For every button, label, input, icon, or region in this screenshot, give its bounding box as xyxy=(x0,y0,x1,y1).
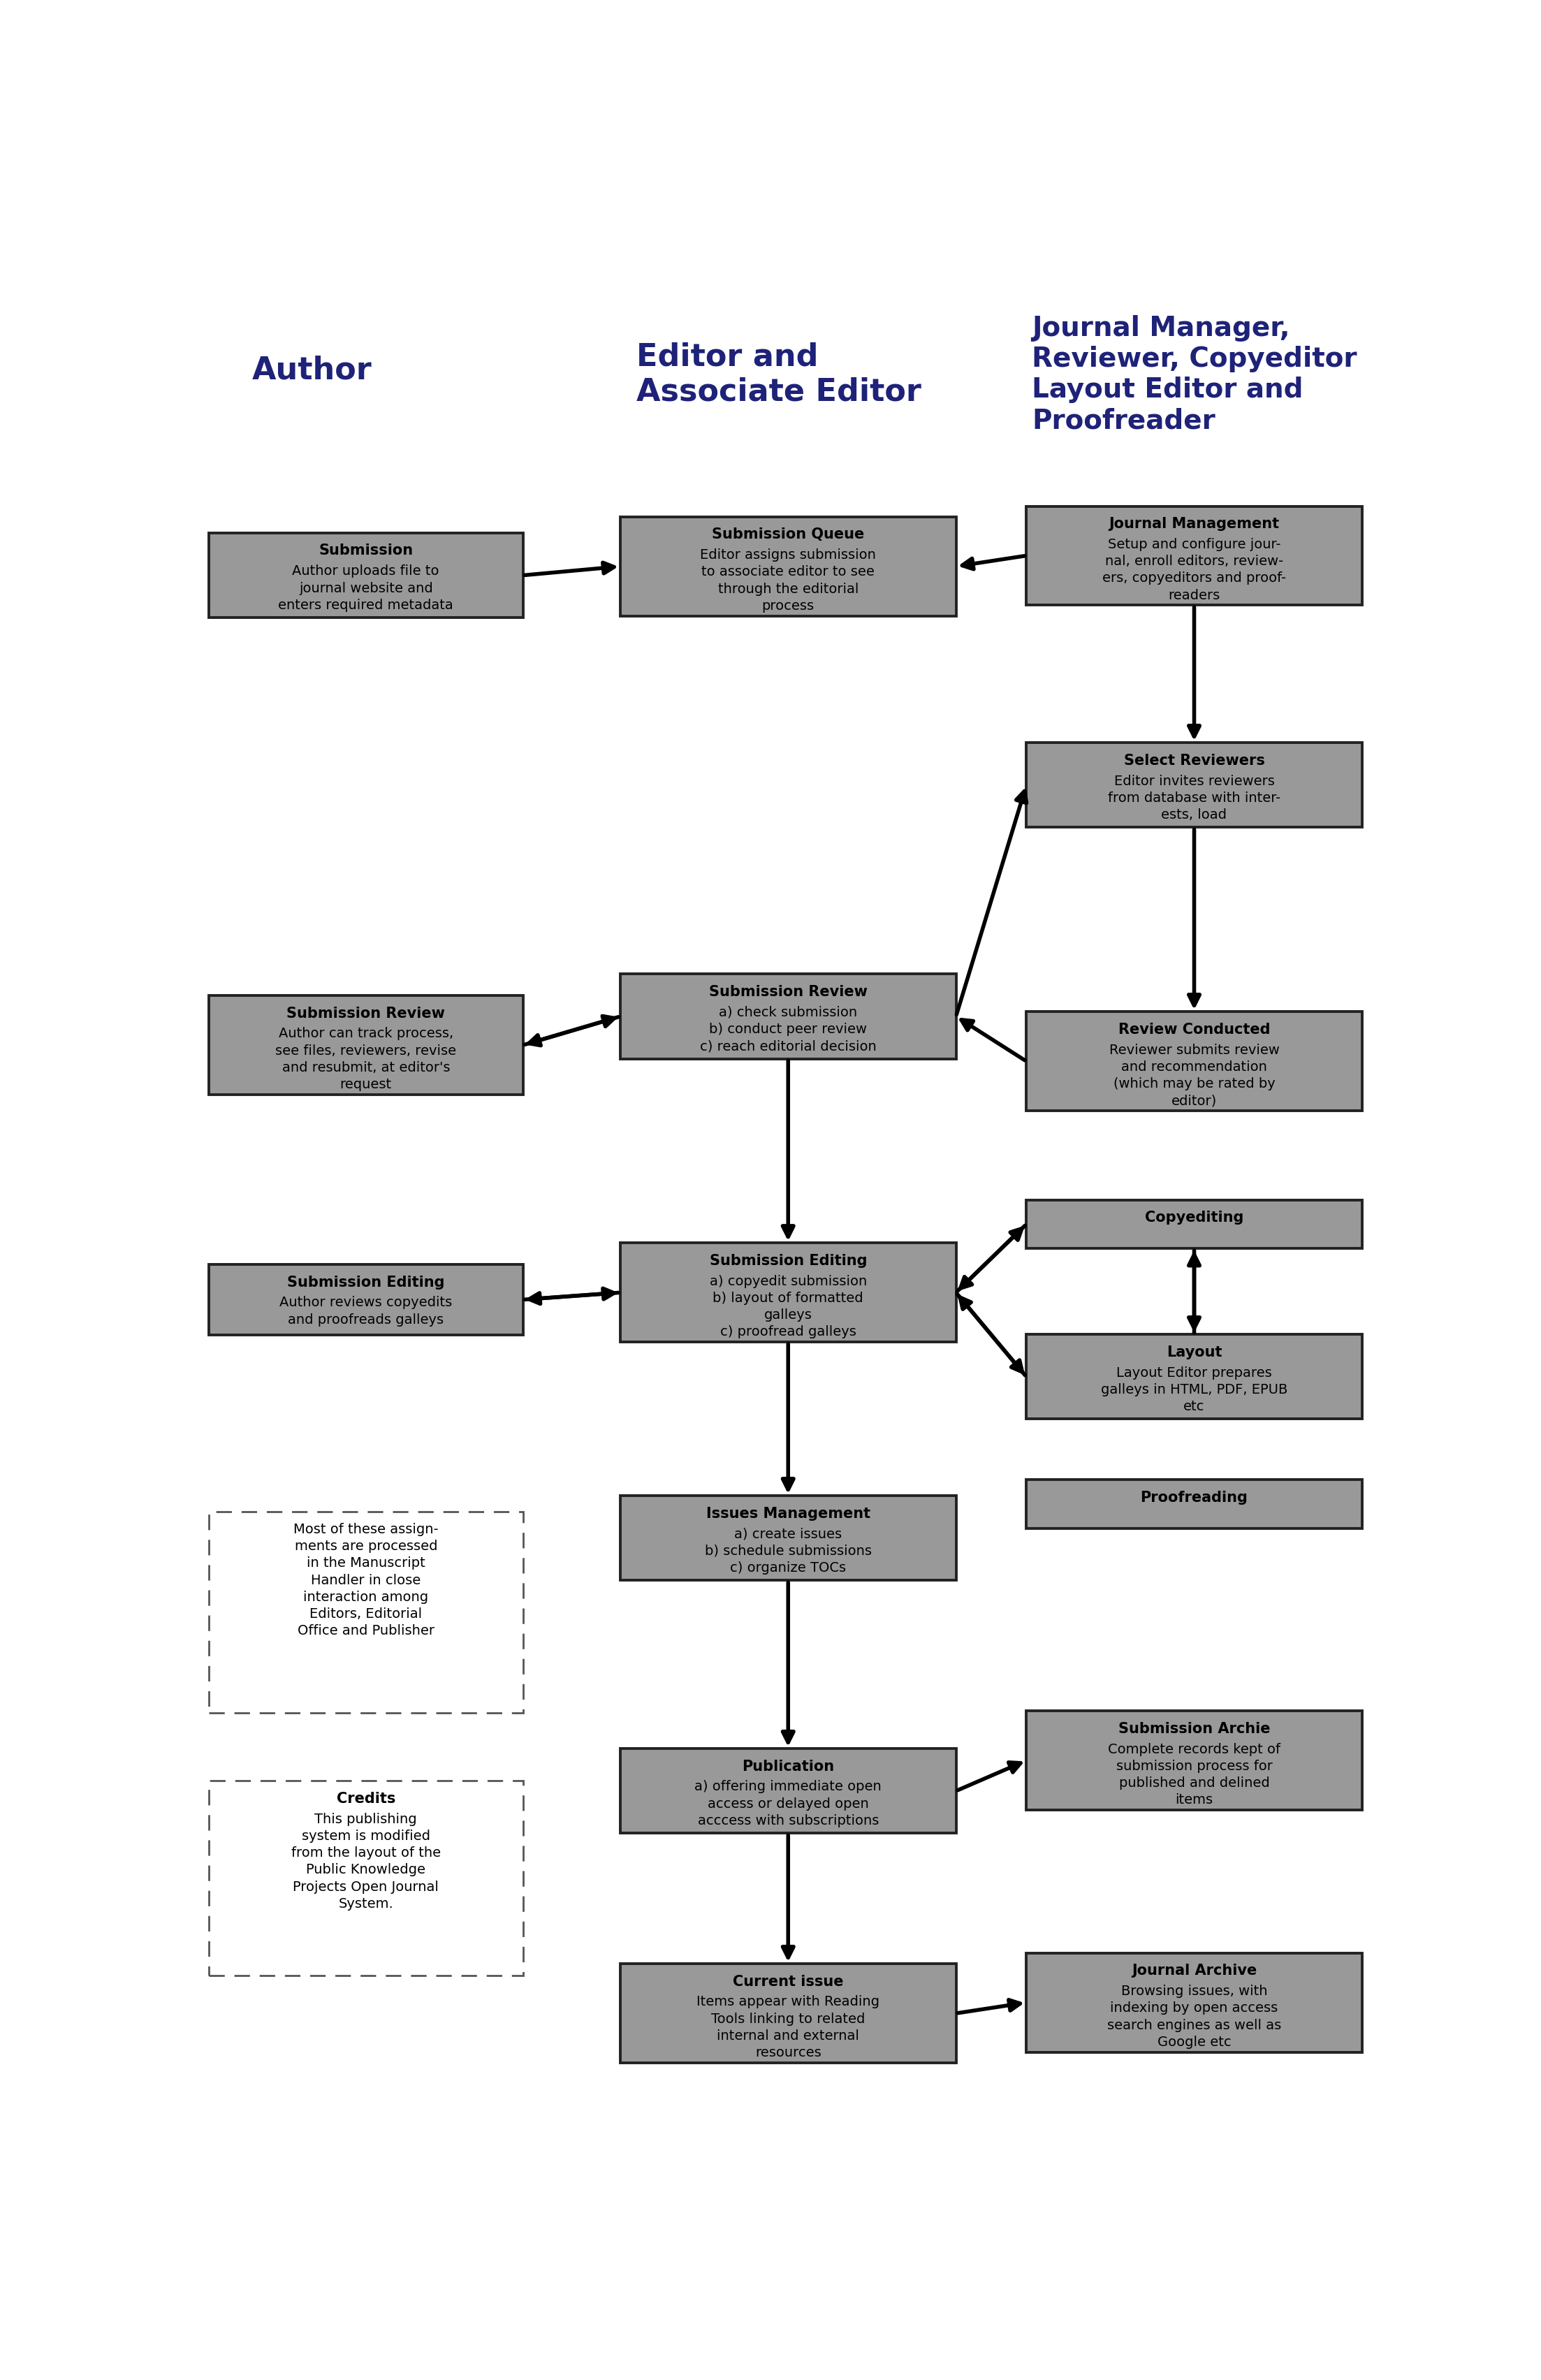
Text: a) check submission
b) conduct peer review
c) reach editorial decision: a) check submission b) conduct peer revi… xyxy=(700,1007,877,1052)
FancyBboxPatch shape xyxy=(1026,1480,1362,1528)
Text: a) copyedit submission
b) layout of formatted
galleys
c) proofread galleys: a) copyedit submission b) layout of form… xyxy=(709,1276,866,1338)
Text: a) offering immediate open
access or delayed open
acccess with subscriptions: a) offering immediate open access or del… xyxy=(695,1780,881,1828)
Text: Submission Review: Submission Review xyxy=(709,985,868,1000)
FancyBboxPatch shape xyxy=(210,1511,522,1714)
Text: Select Reviewers: Select Reviewers xyxy=(1123,754,1265,766)
FancyBboxPatch shape xyxy=(1026,1335,1362,1418)
Text: This publishing
system is modified
from the layout of the
Public Knowledge
Proje: This publishing system is modified from … xyxy=(291,1814,441,1911)
Text: Journal Management: Journal Management xyxy=(1110,516,1279,531)
FancyBboxPatch shape xyxy=(1026,743,1362,828)
Text: Layout Editor prepares
galleys in HTML, PDF, EPUB
etc: Layout Editor prepares galleys in HTML, … xyxy=(1100,1366,1288,1414)
Text: Author uploads file to
journal website and
enters required metadata: Author uploads file to journal website a… xyxy=(279,564,453,612)
Text: Most of these assign-
ments are processed
in the Manuscript
Handler in close
int: Most of these assign- ments are processe… xyxy=(293,1523,438,1637)
Text: Author reviews copyedits
and proofreads galleys: Author reviews copyedits and proofreads … xyxy=(279,1297,452,1326)
FancyBboxPatch shape xyxy=(621,973,955,1059)
FancyBboxPatch shape xyxy=(1026,1012,1362,1111)
Text: Journal Manager,
Reviewer, Copyeditor
Layout Editor and
Proofreader: Journal Manager, Reviewer, Copyeditor La… xyxy=(1032,314,1358,433)
Text: Credits: Credits xyxy=(336,1792,396,1806)
Text: Items appear with Reading
Tools linking to related
internal and external
resourc: Items appear with Reading Tools linking … xyxy=(697,1994,880,2059)
Text: Browsing issues, with
indexing by open access
search engines as well as
Google e: Browsing issues, with indexing by open a… xyxy=(1106,1985,1281,2049)
FancyBboxPatch shape xyxy=(621,1963,955,2063)
Text: Submission Editing: Submission Editing xyxy=(287,1276,445,1290)
FancyBboxPatch shape xyxy=(210,533,522,619)
Text: a) create issues
b) schedule submissions
c) organize TOCs: a) create issues b) schedule submissions… xyxy=(704,1528,872,1576)
Text: Author: Author xyxy=(253,355,373,386)
Text: Submission Editing: Submission Editing xyxy=(709,1254,868,1269)
Text: Copyediting: Copyediting xyxy=(1145,1211,1244,1226)
FancyBboxPatch shape xyxy=(1026,1200,1362,1250)
FancyBboxPatch shape xyxy=(210,1264,522,1335)
FancyBboxPatch shape xyxy=(621,1497,955,1580)
Text: Issues Management: Issues Management xyxy=(706,1507,871,1521)
Text: Reviewer submits review
and recommendation
(which may be rated by
editor): Reviewer submits review and recommendati… xyxy=(1110,1042,1279,1107)
Text: Submission Archie: Submission Archie xyxy=(1119,1721,1270,1735)
Text: Proofreading: Proofreading xyxy=(1140,1490,1248,1504)
Text: Editor invites reviewers
from database with inter-
ests, load: Editor invites reviewers from database w… xyxy=(1108,774,1281,821)
Text: Editor assigns submission
to associate editor to see
through the editorial
proce: Editor assigns submission to associate e… xyxy=(700,547,877,612)
Text: Submission Queue: Submission Queue xyxy=(712,528,865,543)
FancyBboxPatch shape xyxy=(210,995,522,1095)
Text: Current issue: Current issue xyxy=(734,1975,843,1990)
Text: Publication: Publication xyxy=(741,1759,834,1773)
Text: Complete records kept of
submission process for
published and delined
items: Complete records kept of submission proc… xyxy=(1108,1742,1281,1806)
FancyBboxPatch shape xyxy=(210,1780,522,1975)
Text: Review Conducted: Review Conducted xyxy=(1119,1023,1270,1035)
Text: Setup and configure jour-
nal, enroll editors, review-
ers, copyeditors and proo: Setup and configure jour- nal, enroll ed… xyxy=(1102,538,1287,602)
FancyBboxPatch shape xyxy=(621,1749,955,1833)
FancyBboxPatch shape xyxy=(1026,1954,1362,2052)
Text: Editor and
Associate Editor: Editor and Associate Editor xyxy=(636,343,922,407)
FancyBboxPatch shape xyxy=(1026,1711,1362,1811)
FancyBboxPatch shape xyxy=(621,1242,955,1342)
Text: Submission Review: Submission Review xyxy=(287,1007,445,1021)
Text: Author can track process,
see files, reviewers, revise
and resubmit, at editor's: Author can track process, see files, rev… xyxy=(276,1028,456,1092)
FancyBboxPatch shape xyxy=(621,516,955,616)
Text: Journal Archive: Journal Archive xyxy=(1131,1963,1257,1978)
FancyBboxPatch shape xyxy=(1026,507,1362,605)
Text: Layout: Layout xyxy=(1167,1345,1222,1359)
Text: Submission: Submission xyxy=(319,543,413,557)
